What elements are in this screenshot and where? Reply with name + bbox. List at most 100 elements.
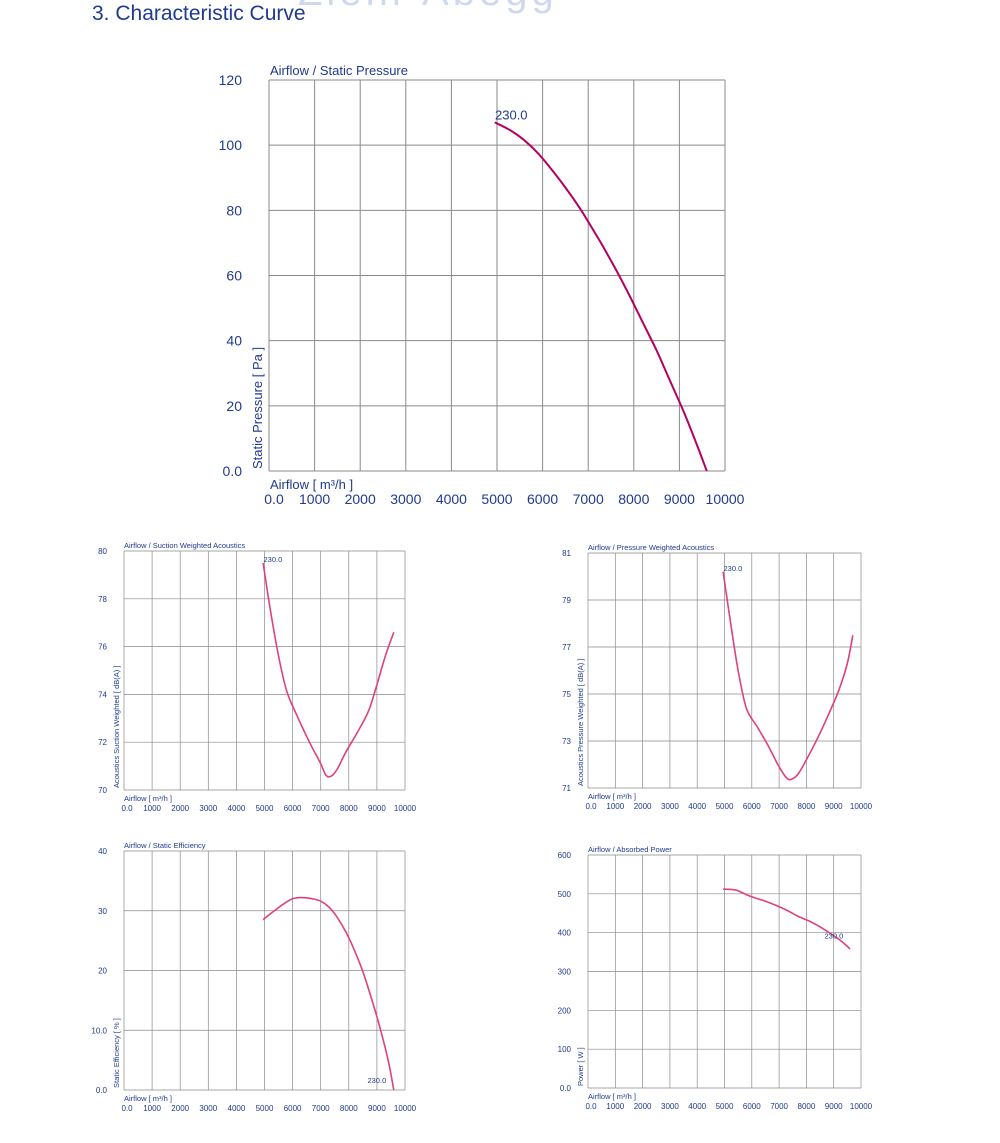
pressure-acoustics-xtick-label: 5000 [716,802,734,811]
static-pressure-xtick-label: 1000 [299,491,330,507]
absorbed-power-ytick-label: 200 [558,1006,572,1015]
absorbed-power-ylabel: Power [ W ] [576,1047,585,1086]
static-efficiency-xtick-label: 8000 [340,1104,358,1113]
absorbed-power-xtick-label: 8000 [798,1102,816,1111]
static-efficiency-xtick-label: 7000 [312,1104,330,1113]
absorbed-power-xtick-label: 10000 [850,1102,873,1111]
absorbed-power-xtick-label: 6000 [743,1102,761,1111]
pressure-acoustics-xtick-label: 3000 [661,802,679,811]
static-pressure-xtick-label: 8000 [618,491,649,507]
pressure-acoustics-ytick-label: 73 [562,737,571,746]
pressure-acoustics-xtick-label: 10000 [850,802,873,811]
static-efficiency-xtick-label: 1000 [143,1104,161,1113]
static-pressure-ytick-label: 80 [226,202,242,218]
pressure-acoustics-xtick-label: 9000 [825,802,843,811]
watermark: Ziehl-Abegg [298,0,558,15]
suction-acoustics-xtick-label: 4000 [228,804,246,813]
absorbed-power-ytick-label: 100 [558,1045,572,1054]
static-efficiency-ytick-label: 0.0 [96,1086,108,1095]
static-pressure-ytick-label: 40 [226,333,242,349]
static-pressure-ytick-label: 100 [219,137,243,153]
static-pressure-ylabel: Static Pressure [ Pa ] [250,347,265,469]
static-pressure-xtick-label: 5000 [481,491,512,507]
static-efficiency-ytick-label: 40 [98,847,107,856]
pressure-acoustics-title: Airflow / Pressure Weighted Acoustics [588,543,714,552]
static-pressure-xtick-label: 7000 [573,491,604,507]
suction-acoustics-xtick-label: 2000 [171,804,189,813]
absorbed-power-group: 0.0 100 200 300 400 500 600 0.0 1000 2000 3000 4000… [558,845,873,1111]
absorbed-power-xtick-label: 4000 [688,1102,706,1111]
static-efficiency-annotation: 230.0 [367,1076,386,1085]
pressure-acoustics-xtick-label: 0.0 [585,802,597,811]
suction-acoustics-ytick-label: 70 [98,786,107,795]
pressure-acoustics-xtick-label: 4000 [688,802,706,811]
suction-acoustics-xtick-label: 3000 [199,804,217,813]
pressure-acoustics-ytick-label: 75 [562,690,571,699]
static-pressure-group: 0.0 20 40 60 80 100 120 0.0 1000 2000 3000 4000 5000… [219,63,745,507]
suction-acoustics-xtick-label: 8000 [340,804,358,813]
static-pressure-ytick-label: 120 [219,72,243,88]
static-pressure-title: Airflow / Static Pressure [270,63,408,78]
static-pressure-xtick-label: 6000 [527,491,558,507]
pressure-acoustics-group: 71 73 75 77 79 81 0.0 1000 2000 3000 4000 5000 6000 7… [562,543,873,811]
absorbed-power-xtick-label: 5000 [716,1102,734,1111]
static-efficiency-xtick-label: 2000 [171,1104,189,1113]
static-efficiency-series-line [262,896,395,1091]
pressure-acoustics-ytick-label: 77 [562,643,571,652]
pressure-acoustics-annotation: 230.0 [724,564,743,573]
static-efficiency-xtick-label: 0.0 [121,1104,133,1113]
static-efficiency-ytick-label: 20 [98,967,107,976]
absorbed-power-ytick-label: 600 [558,851,572,860]
static-pressure-ytick-label: 0.0 [223,463,243,479]
suction-acoustics-series-line [262,562,395,778]
static-pressure-xtick-label: 3000 [390,491,421,507]
static-pressure-xlabel: Airflow [ m³/h ] [270,477,353,492]
absorbed-power-annotation: 230.0 [825,931,844,940]
static-efficiency-xtick-label: 3000 [199,1104,217,1113]
page-title: 3. Characteristic Curve [92,2,306,25]
static-pressure-xtick-label: 2000 [345,491,376,507]
pressure-acoustics-xtick-label: 7000 [770,802,788,811]
absorbed-power-title: Airflow / Absorbed Power [588,845,672,854]
static-efficiency-xtick-label: 9000 [368,1104,386,1113]
pressure-acoustics-series-line [722,571,854,781]
suction-acoustics-annotation: 230.0 [264,555,283,564]
static-pressure-ytick-label: 20 [226,398,242,414]
static-pressure-xtick-label: 4000 [436,491,467,507]
suction-acoustics-xtick-label: 5000 [256,804,274,813]
absorbed-power-xtick-label: 7000 [770,1102,788,1111]
pressure-acoustics-ytick-label: 79 [562,596,571,605]
static-pressure-series-line [494,121,708,472]
absorbed-power-ytick-label: 500 [558,890,572,899]
absorbed-power-xtick-label: 2000 [634,1102,652,1111]
pressure-acoustics-xtick-label: 6000 [743,802,761,811]
absorbed-power-xtick-label: 3000 [661,1102,679,1111]
suction-acoustics-xtick-label: 1000 [143,804,161,813]
static-efficiency-group: 0.0 10.0 20 30 40 0.0 1000 2000 3000 4000 5000 6000… [91,841,416,1113]
static-efficiency-ylabel: Static Efficiency [ % ] [112,1018,121,1088]
pressure-acoustics-ylabel: Acoustics Pressure Weighted [ dB(A) ] [576,659,585,786]
absorbed-power-ytick-label: 400 [558,929,572,938]
static-efficiency-xtick-label: 10000 [394,1104,417,1113]
absorbed-power-xtick-label: 9000 [825,1102,843,1111]
suction-acoustics-group: 70 72 74 76 78 80 0.0 1000 2000 3000 4000 5000 6000 7… [98,541,417,813]
suction-acoustics-ytick-label: 74 [98,690,107,699]
static-efficiency-xtick-label: 4000 [228,1104,246,1113]
absorbed-power-xtick-label: 1000 [606,1102,624,1111]
suction-acoustics-xlabel: Airflow [ m³/h ] [124,794,172,803]
suction-acoustics-title: Airflow / Suction Weighted Acoustics [124,541,245,550]
pressure-acoustics-xlabel: Airflow [ m³/h ] [588,792,636,801]
suction-acoustics-xtick-label: 9000 [368,804,386,813]
pressure-acoustics-xtick-label: 1000 [606,802,624,811]
absorbed-power-ytick-label: 300 [558,968,572,977]
suction-acoustics-xtick-label: 0.0 [121,804,133,813]
absorbed-power-series-line [723,888,851,950]
suction-acoustics-ytick-label: 76 [98,643,107,652]
suction-acoustics-ytick-label: 80 [98,547,107,556]
suction-acoustics-xtick-label: 7000 [312,804,330,813]
static-efficiency-xtick-label: 6000 [284,1104,302,1113]
absorbed-power-ytick-label: 0.0 [560,1084,572,1093]
suction-acoustics-xtick-label: 6000 [284,804,302,813]
static-efficiency-ytick-label: 10.0 [91,1026,107,1035]
